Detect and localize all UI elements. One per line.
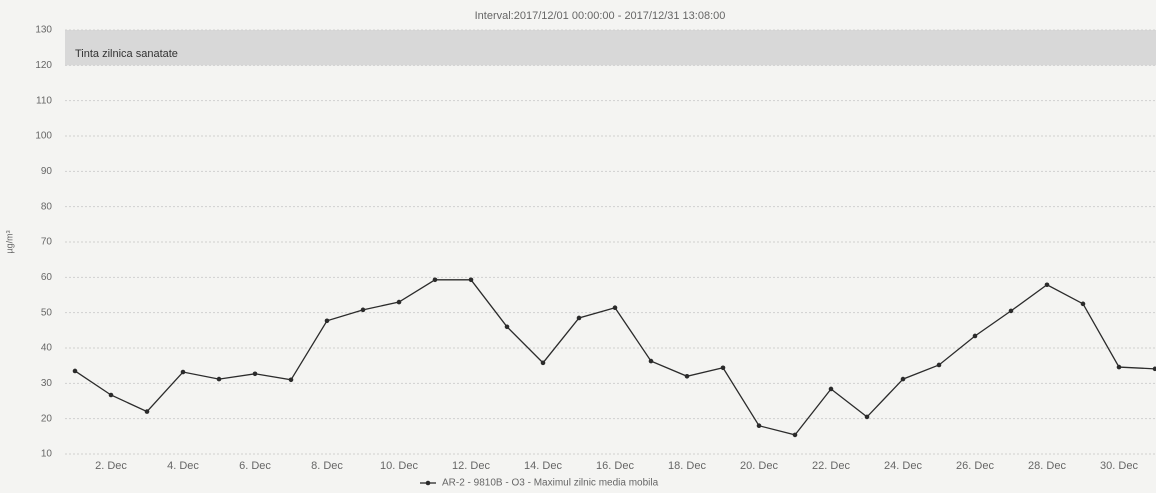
y-tick-label: 70 (41, 237, 53, 248)
y-tick-label: 100 (35, 131, 52, 142)
x-tick-label: 22. Dec (812, 460, 850, 472)
point (756, 423, 762, 429)
point (1116, 364, 1122, 370)
point (432, 277, 438, 283)
point (1080, 301, 1086, 307)
x-tick-label: 18. Dec (668, 460, 706, 472)
x-tick-label: 8. Dec (311, 460, 343, 472)
point (576, 315, 582, 321)
plot-band-label: Tinta zilnica sanatate (75, 48, 178, 60)
point (360, 307, 366, 313)
y-tick-label: 80 (41, 201, 53, 212)
point (900, 376, 906, 382)
point (72, 368, 78, 374)
point (1008, 308, 1014, 314)
y-axis-label: µg/m³ (4, 230, 14, 253)
x-tick-label: 14. Dec (524, 460, 562, 472)
point (324, 318, 330, 324)
point (288, 377, 294, 383)
legend-label: AR-2 - 9810B - O3 - Maximul zilnic media… (442, 478, 659, 489)
x-tick-label: 30. Dec (1100, 460, 1138, 472)
y-tick-label: 130 (35, 25, 52, 36)
y-tick-label: 110 (36, 95, 52, 106)
y-tick-label: 120 (35, 60, 52, 71)
x-tick-label: 12. Dec (452, 460, 490, 472)
x-tick-label: 20. Dec (740, 460, 778, 472)
chart-title: Interval:2017/12/01 00:00:00 - 2017/12/3… (475, 10, 726, 22)
point (1044, 282, 1050, 288)
x-tick-label: 28. Dec (1028, 460, 1066, 472)
y-tick-label: 50 (41, 307, 53, 318)
point (504, 324, 510, 330)
point (540, 360, 546, 366)
point (720, 365, 726, 371)
legend-symbol-dot (425, 480, 431, 486)
y-tick-label: 10 (41, 449, 53, 460)
point (612, 305, 618, 311)
point (828, 386, 834, 392)
point (216, 376, 222, 382)
point (396, 299, 402, 305)
y-tick-label: 40 (41, 343, 53, 354)
point (936, 362, 942, 368)
point (1152, 366, 1156, 372)
point (972, 333, 978, 339)
y-tick-label: 90 (41, 166, 53, 177)
point (144, 409, 150, 414)
x-tick-label: 6. Dec (239, 460, 271, 472)
point (684, 373, 690, 379)
x-tick-label: 16. Dec (596, 460, 634, 472)
point (648, 358, 654, 364)
x-tick-label: 10. Dec (380, 460, 418, 472)
point (180, 369, 186, 375)
y-tick-label: 60 (41, 272, 53, 283)
point (468, 277, 474, 283)
series-line (74, 279, 1156, 436)
x-tick-label: 26. Dec (956, 460, 994, 472)
x-tick-label: 2. Dec (95, 460, 127, 472)
x-tick-label: 4. Dec (167, 460, 199, 472)
point (252, 371, 258, 377)
y-tick-label: 20 (41, 413, 53, 424)
plot-band (65, 30, 1156, 66)
y-tick-label: 30 (41, 378, 53, 389)
point (108, 392, 114, 398)
point (792, 432, 798, 438)
point (864, 414, 870, 420)
x-tick-label: 24. Dec (884, 460, 922, 472)
